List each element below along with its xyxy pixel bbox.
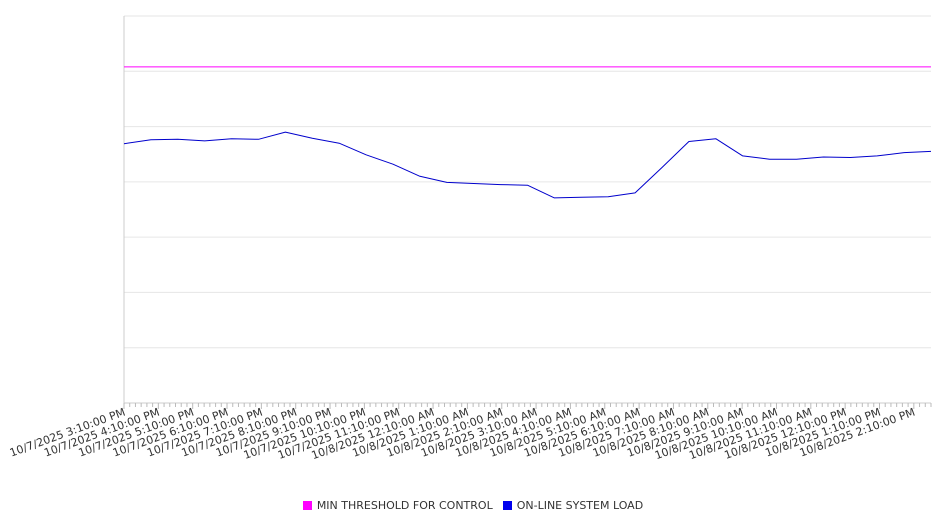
- legend-swatch-system-load: [502, 501, 512, 510]
- legend-item-threshold[interactable]: MIN THRESHOLD FOR CONTROL: [302, 499, 493, 512]
- axes: [123, 16, 931, 404]
- legend-item-system-load[interactable]: ON-LINE SYSTEM LOAD: [502, 499, 644, 512]
- grid-lines: [124, 15, 931, 349]
- legend-label-threshold: MIN THRESHOLD FOR CONTROL: [316, 499, 493, 512]
- series-line-system-load: [123, 131, 932, 199]
- legend: MIN THRESHOLD FOR CONTROL ON-LINE SYSTEM…: [0, 499, 946, 512]
- x-ticks: [123, 403, 932, 409]
- series-lines: [123, 66, 932, 199]
- legend-swatch-threshold: [302, 501, 312, 510]
- legend-label-system-load: ON-LINE SYSTEM LOAD: [516, 499, 644, 512]
